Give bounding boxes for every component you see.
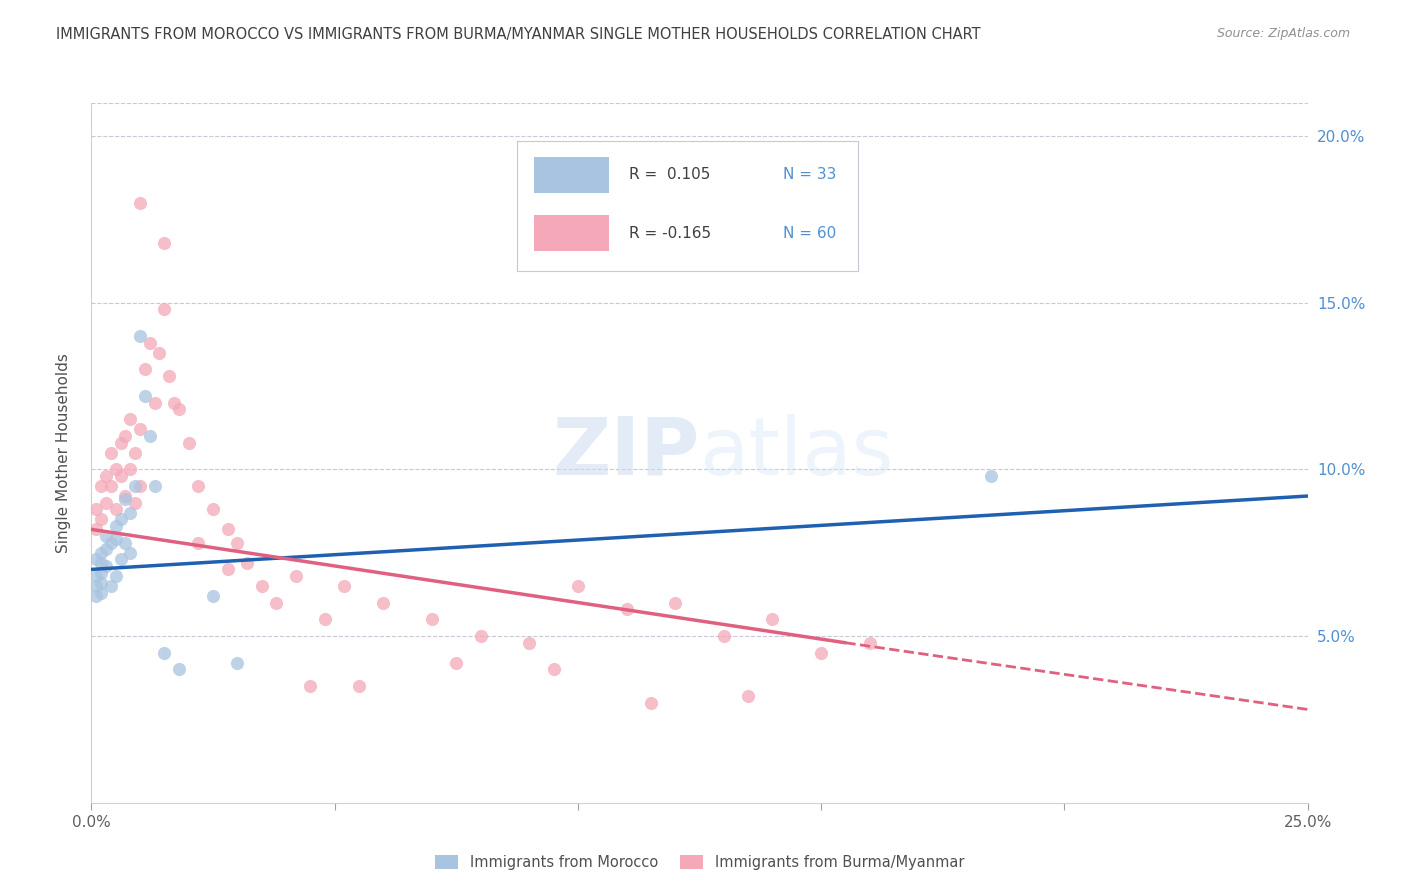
Point (139, 429, 162, 443)
Point (129, 422, 152, 436)
Point (167, 402, 190, 417)
Point (124, 446, 146, 460)
Point (761, 612, 783, 626)
Point (299, 679, 322, 693)
Point (163, 395, 186, 409)
Point (84, 522, 107, 536)
Point (94, 529, 117, 543)
Point (217, 522, 239, 536)
Text: atlas: atlas (699, 414, 894, 491)
Point (90, 556, 112, 570)
Y-axis label: Single Mother Households: Single Mother Households (56, 352, 70, 553)
Point (129, 195, 152, 210)
Point (94, 469, 117, 483)
Point (100, 579, 122, 593)
Point (980, 469, 1002, 483)
Text: ZIP: ZIP (553, 414, 699, 491)
Point (129, 329, 152, 343)
Point (100, 535, 122, 549)
Point (104, 462, 127, 476)
Point (124, 496, 146, 510)
Point (314, 612, 336, 626)
Point (114, 535, 136, 549)
Text: Source: ZipAtlas.com: Source: ZipAtlas.com (1216, 27, 1350, 40)
Point (153, 235, 176, 250)
Point (470, 629, 492, 643)
Point (84, 502, 107, 516)
Point (104, 569, 127, 583)
Point (110, 552, 132, 566)
Point (250, 579, 273, 593)
Point (373, 596, 395, 610)
Legend: Immigrants from Morocco, Immigrants from Burma/Myanmar: Immigrants from Morocco, Immigrants from… (429, 849, 970, 876)
Point (153, 302, 176, 317)
Point (187, 535, 209, 549)
Point (264, 596, 287, 610)
Point (640, 696, 662, 710)
Point (517, 636, 540, 650)
Point (90, 586, 112, 600)
Point (859, 636, 882, 650)
Point (420, 612, 443, 626)
Point (187, 479, 209, 493)
Point (114, 429, 136, 443)
Point (444, 656, 467, 670)
Point (737, 689, 759, 703)
Point (333, 579, 356, 593)
Point (134, 362, 156, 376)
Point (202, 589, 225, 603)
Point (114, 492, 136, 507)
Point (120, 462, 142, 476)
Point (284, 569, 307, 583)
Point (120, 412, 142, 426)
Point (713, 629, 735, 643)
Point (157, 369, 180, 384)
Point (153, 646, 176, 660)
Point (84, 579, 107, 593)
Point (90, 566, 112, 580)
Point (616, 602, 638, 616)
Point (120, 546, 142, 560)
Point (90, 575, 112, 590)
Point (94, 496, 117, 510)
Point (100, 446, 122, 460)
Point (104, 533, 127, 547)
Point (84, 569, 107, 583)
Point (217, 562, 239, 576)
Point (100, 479, 122, 493)
Point (143, 395, 166, 409)
Point (202, 502, 225, 516)
Point (226, 535, 249, 549)
Point (664, 596, 686, 610)
Point (543, 662, 565, 676)
Point (94, 542, 117, 557)
Point (104, 519, 127, 533)
Point (110, 435, 132, 450)
Point (110, 469, 132, 483)
Point (143, 479, 166, 493)
Point (810, 646, 832, 660)
Point (124, 479, 146, 493)
Point (167, 662, 190, 676)
Point (90, 546, 112, 560)
Point (134, 389, 156, 403)
Point (120, 506, 142, 520)
Point (110, 512, 132, 526)
Text: IMMIGRANTS FROM MOROCCO VS IMMIGRANTS FROM BURMA/MYANMAR SINGLE MOTHER HOUSEHOLD: IMMIGRANTS FROM MOROCCO VS IMMIGRANTS FR… (56, 27, 981, 42)
Point (177, 435, 200, 450)
Point (104, 502, 127, 516)
Point (84, 552, 107, 566)
Point (114, 489, 136, 503)
Point (347, 679, 370, 693)
Point (94, 559, 117, 574)
Point (129, 479, 152, 493)
Point (90, 479, 112, 493)
Point (90, 512, 112, 526)
Point (236, 556, 259, 570)
Point (226, 656, 249, 670)
Point (139, 335, 162, 350)
Point (567, 579, 589, 593)
Point (84, 589, 107, 603)
Point (148, 345, 170, 359)
